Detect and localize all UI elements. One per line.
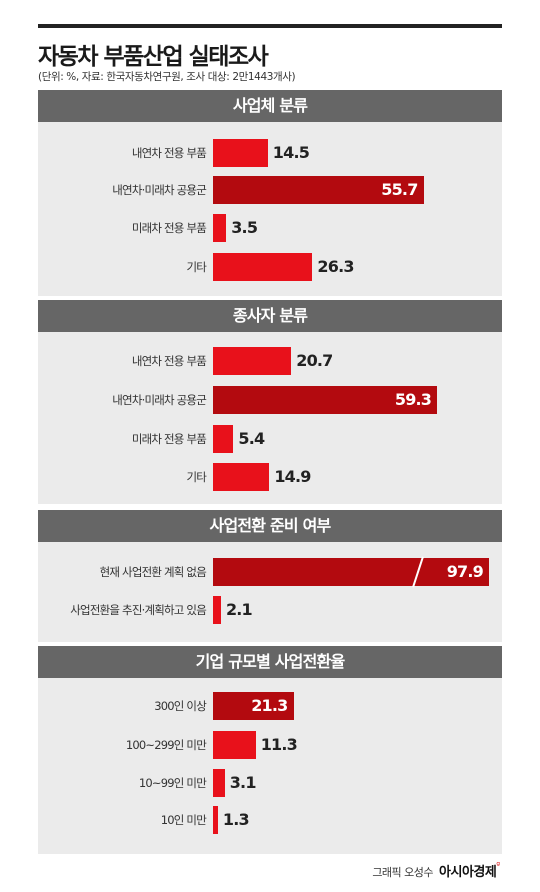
logo-mark-icon: ᵍ: [496, 861, 500, 871]
bar-highlight: [213, 386, 438, 414]
category-label: 기타: [186, 260, 206, 274]
value-label: 3.1: [229, 773, 257, 792]
chart-title: 사업체 분류: [232, 96, 308, 115]
category-label: 내연차 전용 부품: [131, 146, 207, 160]
category-label: 내연차·미래차 공용군: [112, 393, 207, 407]
category-label: 기타: [186, 470, 206, 484]
bar: [213, 253, 313, 281]
chart-band-1: 사업체 분류: [38, 90, 502, 122]
category-label: 미래차 전용 부품: [131, 432, 207, 446]
value-label: 1.3: [222, 810, 250, 829]
credit-author: 그래픽 오성수: [372, 866, 434, 879]
category-label: 현재 사업전환 계획 없음: [99, 565, 207, 579]
value-label: 11.3: [260, 735, 298, 754]
category-label: 10인 미만: [160, 813, 207, 827]
bar: [213, 214, 227, 242]
publisher-logo: 아시아경제: [439, 865, 497, 880]
bar: [213, 139, 268, 167]
category-label: 300인 이상: [154, 699, 207, 713]
page-subtitle: (단위: %, 자료: 한국자동차연구원, 조사 대상: 2만1443개사): [38, 71, 296, 83]
chart-title: 사업전환 준비 여부: [209, 516, 332, 535]
bar: [213, 347, 292, 375]
bar: [213, 463, 270, 491]
value-label: 2.1: [225, 600, 253, 619]
value-label: 3.5: [231, 218, 258, 237]
chart-panel-3: [38, 542, 502, 642]
chart-band-2: 종사자 분류: [38, 300, 502, 332]
bar-highlight: [213, 558, 489, 586]
bar-highlight: [213, 692, 294, 720]
chart-band-4: 기업 규모별 사업전환율: [38, 646, 502, 678]
bar: [213, 769, 225, 797]
value-label: 26.3: [317, 257, 354, 276]
category-label: 내연차 전용 부품: [131, 354, 207, 368]
bar-highlight: [213, 176, 424, 204]
value-label: 5.4: [238, 429, 265, 448]
value-label: 59.3: [394, 390, 432, 409]
value-label: 97.9: [446, 562, 484, 581]
value-label: 21.3: [251, 696, 288, 715]
bar: [213, 731, 256, 759]
category-label: 10~99인 미만: [138, 776, 207, 790]
category-label: 내연차·미래차 공용군: [112, 183, 207, 197]
category-label: 미래차 전용 부품: [131, 221, 207, 235]
credit: 그래픽 오성수 아시아경제ᵍ: [372, 861, 500, 880]
value-label: 14.5: [272, 143, 310, 162]
top-rule: [38, 24, 502, 28]
value-label: 14.9: [274, 467, 311, 486]
bar: [213, 806, 218, 834]
category-label: 100~299인 미만: [125, 738, 207, 752]
chart-band-3: 사업전환 준비 여부: [38, 510, 502, 542]
value-label: 55.7: [381, 180, 418, 199]
bar: [213, 425, 234, 453]
value-label: 20.7: [296, 351, 333, 370]
category-label: 사업전환을 추진·계획하고 있음: [70, 603, 207, 617]
bar: [213, 596, 221, 624]
chart-title: 기업 규모별 사업전환율: [195, 652, 346, 671]
chart-title: 종사자 분류: [232, 306, 308, 325]
page-title: 자동차 부품산업 실태조사: [38, 44, 269, 70]
